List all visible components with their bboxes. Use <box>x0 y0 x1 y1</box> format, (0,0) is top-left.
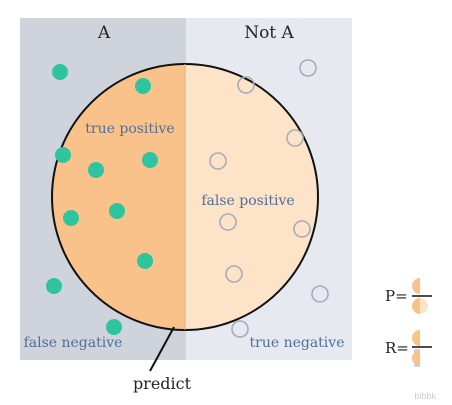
predicted-negative-half <box>185 64 318 330</box>
positive-dot <box>109 203 125 219</box>
positive-dot <box>52 64 68 80</box>
negative-dot <box>231 320 249 338</box>
region-not-a-title: Not A <box>244 23 294 43</box>
negative-dot <box>299 59 317 77</box>
recall-prefix: R= <box>385 339 409 357</box>
negative-dot <box>293 220 311 238</box>
recall-formula: R= <box>385 330 432 367</box>
negative-dot <box>219 213 237 231</box>
predict-label: predict <box>133 374 192 393</box>
positive-dot <box>137 253 153 269</box>
true-positive-label: true positive <box>85 121 174 137</box>
negative-dot <box>286 129 304 147</box>
precision-denominator-right <box>420 298 428 314</box>
precision-numerator-icon <box>412 278 420 294</box>
precision-denominator-left <box>412 298 420 314</box>
recall-numerator-icon <box>412 330 420 346</box>
negative-dot <box>311 285 329 303</box>
false-positive-label: false positive <box>201 193 294 209</box>
negative-dot <box>209 152 227 170</box>
positive-dot <box>135 78 151 94</box>
positive-dot <box>46 278 62 294</box>
true-negative-label: true negative <box>250 335 345 351</box>
precision-formula: P= <box>385 278 432 314</box>
negative-samples <box>209 59 329 338</box>
precision-prefix: P= <box>385 287 408 305</box>
recall-denominator-left <box>412 350 420 366</box>
positive-dot <box>106 319 122 335</box>
positive-dot <box>55 147 71 163</box>
positive-dot <box>142 152 158 168</box>
negative-dot <box>225 265 243 283</box>
negative-dot <box>237 76 255 94</box>
positive-dot <box>88 162 104 178</box>
false-negative-label: false negative <box>24 335 123 351</box>
predict-pointer-line <box>149 326 175 372</box>
positive-dot <box>63 210 79 226</box>
watermark: bibbk <box>414 391 436 401</box>
region-a-title: A <box>97 23 111 43</box>
positive-samples <box>46 64 158 335</box>
predicted-circle <box>51 63 319 331</box>
